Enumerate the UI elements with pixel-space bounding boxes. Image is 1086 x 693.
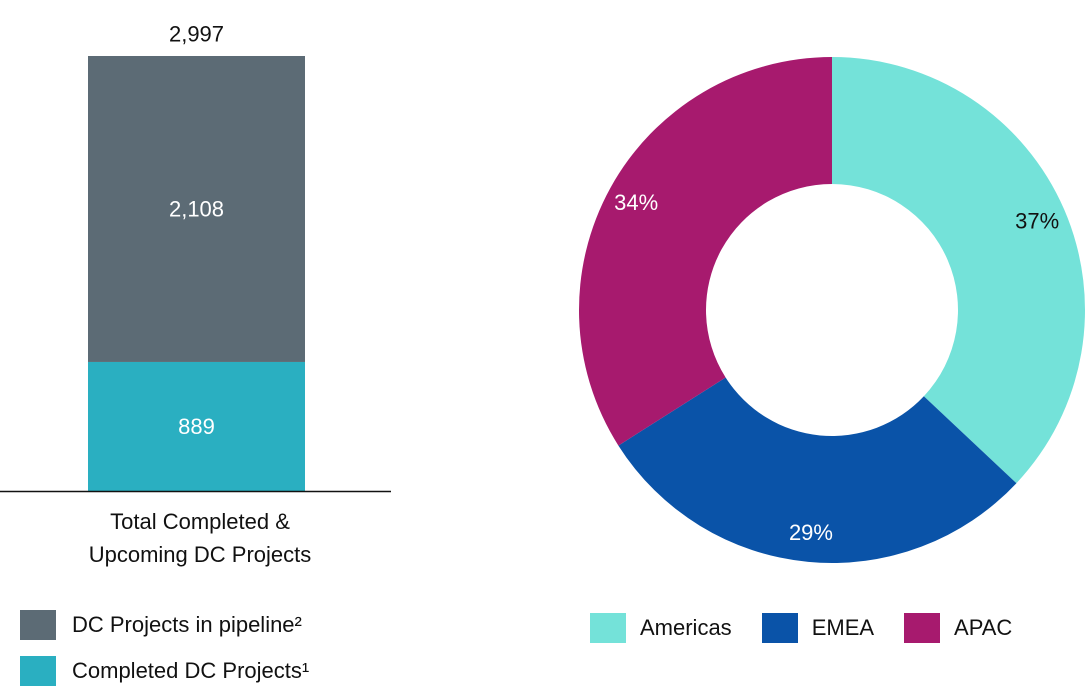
bar-category-label-line-2: Upcoming DC Projects — [88, 542, 312, 567]
bar-category-label-line-1: Total Completed & — [110, 509, 290, 534]
donut-chart: 37% 29% 34% — [560, 40, 1086, 580]
legend-item-americas: Americas — [590, 613, 732, 643]
donut-slice-apac — [579, 56, 832, 446]
legend-label-completed: Completed DC Projects¹ — [72, 658, 310, 683]
legend-label-pipeline: DC Projects in pipeline² — [72, 612, 302, 637]
legend-swatch-americas — [590, 613, 626, 643]
legend-swatch-apac — [904, 613, 941, 643]
legend-label-apac: APAC — [954, 615, 1013, 640]
legend-item-pipeline: DC Projects in pipeline² — [20, 610, 309, 640]
donut-label-emea: 29% — [789, 520, 833, 545]
donut-legend: Americas EMEA APAC — [590, 613, 1012, 643]
bar-segment-label-completed: 889 — [178, 414, 215, 439]
donut-svg: 37% 29% 34% — [579, 56, 1086, 564]
legend-label-americas: Americas — [640, 615, 732, 640]
donut-label-apac: 34% — [614, 190, 658, 215]
donut-slice-emea — [618, 377, 1017, 564]
legend-swatch-pipeline — [20, 610, 56, 640]
legend-swatch-emea — [761, 613, 798, 643]
legend-swatch-completed — [20, 656, 56, 686]
legend-item-completed: Completed DC Projects¹ — [20, 656, 309, 686]
legend-item-apac: APAC — [904, 613, 1012, 643]
donut-slice-americas — [832, 57, 1086, 484]
legend-label-emea: EMEA — [811, 615, 875, 640]
bar-segment-pipeline — [88, 56, 305, 362]
bar-segment-label-pipeline: 2,108 — [169, 196, 224, 221]
bar-legend: DC Projects in pipeline² Completed DC Pr… — [20, 610, 309, 686]
stacked-bar-chart: 889 2,108 2,997 Total Completed & Upcoming… — [0, 0, 400, 693]
bar-category-label: Total Completed & Upcoming DC Projects — [40, 505, 360, 571]
stacked-bar-svg: 889 2,108 2,997 — [0, 22, 391, 493]
bar-segment-completed — [88, 361, 305, 491]
donut-label-americas: 37% — [1015, 209, 1059, 234]
legend-item-emea: EMEA — [761, 613, 875, 643]
bar-total-label: 2,997 — [169, 22, 224, 47]
